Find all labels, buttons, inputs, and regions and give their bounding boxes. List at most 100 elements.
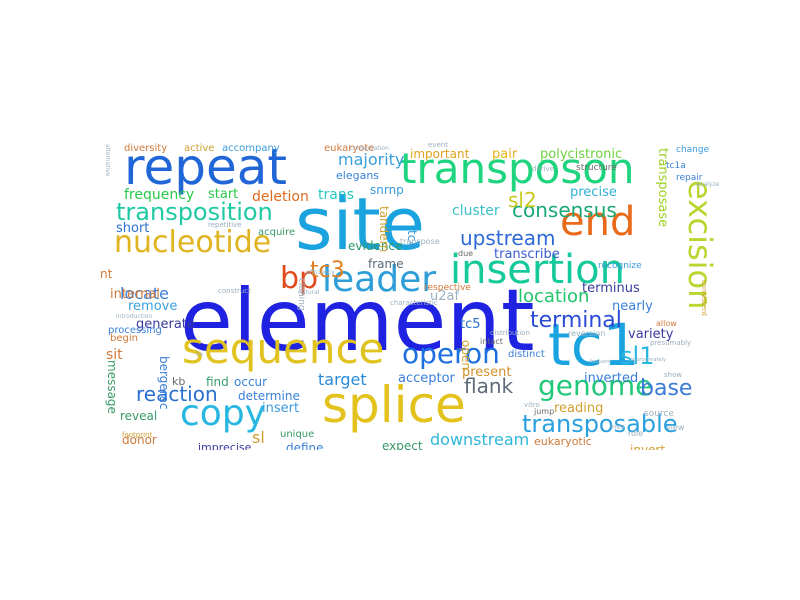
word-nearly: nearly [612, 299, 653, 314]
word-characteristic: characteristic [390, 299, 438, 307]
word-kb: kb [172, 375, 186, 388]
word-cloning: cloning [296, 278, 306, 311]
word-snrnp: snrnp [370, 183, 404, 197]
word-copy: copy [180, 393, 266, 434]
word-message: message [105, 360, 119, 414]
word-elegans: elegans [336, 169, 380, 182]
word-variety: variety [628, 327, 674, 342]
word-allow: allow [656, 319, 677, 328]
word-footprint: footprint [122, 431, 153, 439]
word-nt: nt [100, 267, 113, 281]
word-tc4: tc4 [405, 230, 419, 249]
word-eukaryote: eukaryote [324, 143, 375, 154]
word-transpose: transpose [400, 237, 440, 246]
word-bp: bp [280, 261, 319, 296]
word-intact: intact [480, 337, 503, 346]
word-sl2: sl2 [508, 188, 537, 212]
word-reversion: reversion [568, 329, 606, 338]
word-tc1: tc1 [548, 311, 640, 379]
word-tc3: tc3 [310, 258, 345, 283]
word-precise: precise [570, 185, 617, 200]
word-accompany: accompany [222, 143, 280, 154]
word-role: role [628, 429, 644, 438]
word-due: due [458, 249, 474, 258]
word-tandem: tandem [377, 206, 391, 253]
word-determine: determine [238, 389, 300, 403]
word-majority: majority [338, 150, 405, 169]
word-presumably: presumably [650, 339, 692, 347]
word-generate: generate [136, 317, 195, 332]
word-transposition: transposition [116, 198, 273, 226]
word-base: base [640, 376, 693, 401]
word-consistent: consistent [700, 280, 708, 317]
word-deletion: deletion [252, 189, 309, 205]
word-polycistronic: polycistronic [540, 147, 623, 162]
word-locate: locate [120, 284, 169, 303]
word-frequency: frequency [124, 187, 195, 203]
word-occur: occur [234, 375, 268, 389]
word-reading: reading [554, 401, 604, 416]
word-start: start [208, 187, 239, 202]
word-short: short [116, 221, 150, 236]
word-unique: unique [280, 429, 315, 440]
word-downstream: downstream [430, 430, 530, 449]
word-terminus: terminus [582, 281, 640, 296]
word-excision: excision [681, 180, 719, 310]
word-conservation: conservation [350, 145, 389, 152]
word-reaction: reaction [136, 382, 218, 406]
word-vitro: vitro [524, 401, 540, 409]
word-begin: begin [110, 333, 138, 344]
word-site: site [295, 182, 426, 266]
word-trans: trans [318, 187, 354, 203]
word-natural: natural [298, 289, 320, 296]
word-jump: jump [534, 407, 555, 416]
word-processing: processing [108, 325, 162, 336]
word-lie: lie [196, 351, 204, 358]
word-view: view [666, 423, 685, 432]
word-distinct: distinct [508, 349, 545, 360]
word-consensus: consensus [512, 198, 617, 222]
word-flank: flank [464, 374, 514, 398]
word-pair: pair [492, 147, 518, 162]
word-sequence: sequence [182, 324, 385, 373]
word-terminal: terminal [530, 308, 622, 333]
word-cloud: element site repeat transposon tc1 splice sequ… [100, 140, 720, 451]
word-source: source [644, 409, 674, 419]
word-u2af: u2af [430, 289, 460, 304]
word-end: end [560, 199, 636, 245]
word-transcribe: transcribe [494, 247, 560, 262]
word-inverted: inverted [584, 371, 639, 386]
word-acceptor: acceptor [398, 371, 455, 386]
word-construct: construct [218, 287, 251, 295]
word-present: present [462, 365, 512, 380]
word-acquire: acquire [258, 227, 296, 238]
word-invert: invert [630, 443, 666, 450]
word-derive: derive [532, 165, 555, 173]
word-structure: structure [576, 163, 617, 173]
word-repeat: repeat [124, 140, 287, 196]
word-vivo: vivo [610, 423, 625, 431]
word-imprecise: imprecise [198, 441, 252, 450]
word-transposon: transposon [400, 144, 635, 193]
word-transposase: transposase [655, 148, 670, 228]
word-reveal: reveal [120, 409, 158, 423]
word-define: define [286, 441, 324, 450]
word-internal: internal [110, 287, 160, 302]
word-leader: leader [322, 259, 437, 300]
word-active: active [184, 143, 215, 154]
word-location: location [518, 286, 590, 307]
word-cluster: cluster [452, 203, 500, 219]
word-evidence: evidence [348, 239, 403, 253]
word-bergerac: bergerac [157, 356, 171, 410]
word-distribution: distribution [490, 329, 530, 337]
word-splice: splice [322, 376, 466, 434]
word-operon: operon [402, 337, 500, 370]
word-efficiency: efficiency [306, 269, 335, 276]
word-tc5: tc5 [460, 317, 481, 332]
word-respective: respective [424, 283, 471, 293]
word-donor: donor [122, 433, 157, 447]
word-introduction: introduction [116, 313, 153, 320]
word-genome: genome [538, 369, 653, 402]
word-open: open [459, 340, 473, 370]
word-insertion: insertion [450, 247, 625, 293]
